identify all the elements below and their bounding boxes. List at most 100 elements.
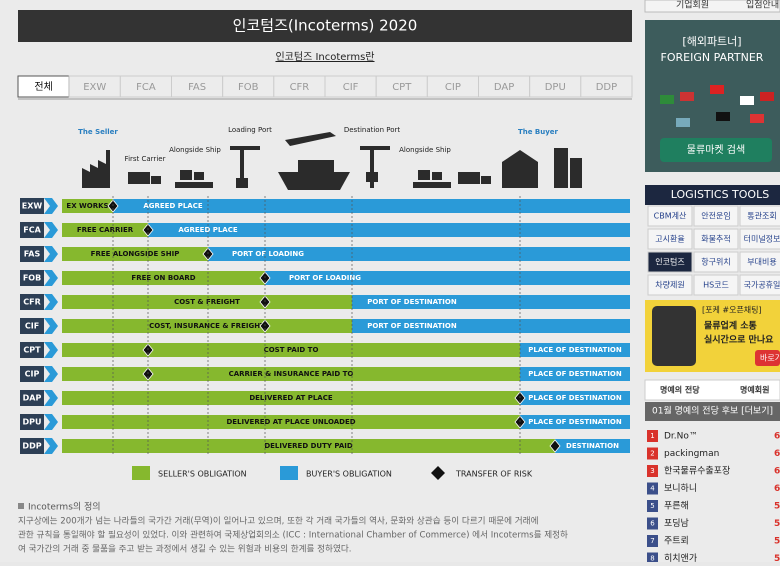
tool-label[interactable]: 국가공휴일 (744, 281, 780, 290)
tool-button[interactable] (647, 205, 693, 227)
tab-label[interactable]: CPT (392, 82, 412, 93)
tool-button[interactable] (739, 251, 780, 273)
seller-bar (62, 415, 520, 429)
code-label: CIP (25, 370, 40, 379)
tool-button[interactable] (739, 274, 780, 296)
code-arrow (44, 318, 58, 334)
tab-label[interactable]: CIF (343, 82, 359, 93)
tools-header-bg (645, 185, 780, 205)
tool-button[interactable] (739, 228, 780, 250)
buyer-bar (265, 271, 630, 285)
rank-name[interactable]: 보니하니 (664, 483, 697, 494)
tool-button[interactable] (647, 274, 693, 296)
buyer-bar (148, 223, 630, 237)
legend-swatch (431, 466, 445, 480)
buyer-label: PLACE OF DESTINATION (528, 370, 622, 378)
rank-number: 7 (650, 537, 654, 545)
tool-button[interactable] (693, 251, 739, 273)
seller-label: COST, INSURANCE & FREIGHT (149, 322, 265, 330)
banner-button[interactable]: 물류마켓 검색 (687, 144, 745, 156)
rank-badge (647, 447, 658, 460)
seller-bar (62, 199, 113, 213)
rank-name[interactable]: 히치앤가 (664, 552, 697, 564)
legend-swatch (280, 466, 298, 480)
tool-button[interactable] (693, 205, 739, 227)
tool-label[interactable]: 부대비용 (747, 258, 776, 267)
tool-button[interactable] (647, 228, 693, 250)
code-arrow (44, 390, 58, 406)
seller-label: DELIVERED AT PLACE UNLOADED (226, 418, 355, 426)
tool-label[interactable]: 터미널정보 (744, 234, 780, 244)
tab-label[interactable]: FOB (238, 82, 259, 93)
tool-label[interactable]: 항구위치 (701, 258, 730, 267)
risk-marker (549, 439, 561, 453)
top-button[interactable]: 입점안내 (746, 0, 779, 11)
banner-tag: [해외파트너] (682, 34, 741, 48)
title-bar (18, 10, 632, 42)
tab-label[interactable]: FAS (188, 82, 206, 93)
tab[interactable] (580, 75, 633, 98)
tab-label[interactable]: DAP (494, 82, 514, 93)
rank-score: 5 (774, 554, 780, 562)
stage-label: First Carrier (125, 155, 166, 163)
tool-label[interactable]: 인코텀즈 (655, 257, 684, 267)
honor-header: 01월 명예의 전당 후보 [더보기] (652, 405, 773, 417)
tab-label[interactable]: FCA (136, 82, 156, 93)
code-box (20, 318, 44, 334)
rank-score: 5 (774, 519, 780, 529)
code-arrow (44, 222, 58, 238)
rank-badge (647, 552, 658, 565)
honor-tab[interactable]: 명예의 전당 (660, 385, 700, 395)
rank-name[interactable]: 주트뢰 (664, 536, 689, 547)
buyer-label: PLACE OF DESTINATION (528, 394, 622, 402)
seller-bar (62, 439, 555, 453)
tool-label[interactable]: 차량제원 (655, 280, 684, 290)
flags (660, 85, 774, 127)
banner-button-bg[interactable] (660, 138, 772, 162)
tool-label[interactable]: 화물추적 (701, 234, 730, 244)
honor-tab[interactable]: 명예회원 (740, 385, 769, 395)
buyer-label: PLACE OF DESTINATION (528, 418, 622, 426)
stage-label: The Buyer (518, 128, 559, 136)
tool-label[interactable]: 안전운임 (701, 211, 730, 221)
ad-button[interactable]: 바로가기 (760, 353, 780, 363)
code-box (20, 414, 44, 430)
ad-line: 물류업계 소통 (704, 320, 757, 332)
seller-bar (62, 391, 520, 405)
buyer-label: PORT OF DESTINATION (367, 298, 457, 306)
ad-tag: [포케 #오픈채팅] (702, 305, 762, 315)
tab-label[interactable]: 전체 (34, 81, 52, 93)
tab-label[interactable]: DDP (596, 82, 617, 93)
tool-button[interactable] (693, 228, 739, 250)
intro-link[interactable]: 인코텀즈 Incoterms란 (275, 51, 374, 63)
seller-bar (62, 343, 520, 357)
tab-label[interactable]: CIP (445, 82, 461, 93)
tool-label[interactable]: 통관조회 (747, 211, 776, 221)
honor-header-bg (645, 402, 780, 421)
tool-label[interactable]: 고시환율 (655, 234, 684, 244)
rank-name[interactable]: packingman (664, 449, 719, 459)
tool-button[interactable] (647, 251, 693, 273)
tab-label[interactable]: EXW (83, 82, 106, 93)
seller-label: FREE ON BOARD (131, 274, 195, 282)
top-button[interactable]: 기업회원 (676, 0, 709, 11)
tool-button[interactable] (739, 205, 780, 227)
rank-name[interactable]: Dr.No™ (664, 432, 698, 442)
definition-text: 여 국가간의 거래 중 물품을 주고 받는 과정에서 생길 수 있는 위험과 비… (18, 543, 352, 555)
tool-label[interactable]: HS코드 (703, 281, 729, 290)
seller-bar (62, 295, 352, 309)
tool-button[interactable] (693, 274, 739, 296)
legend-label: BUYER'S OBLIGATION (306, 470, 392, 479)
tab-label[interactable]: DPU (545, 82, 566, 93)
rank-name[interactable]: 포딩남 (664, 518, 689, 529)
rank-score: 6 (774, 432, 780, 442)
definition-text: 관한 규칙을 통일해야 할 필요성이 있었다. 이와 관련하여 국제상업회의소 … (18, 529, 568, 541)
tool-label[interactable]: CBM계산 (654, 211, 687, 221)
code-label: CIF (25, 322, 39, 331)
rank-name[interactable]: 한국물류수출포장 (664, 466, 730, 477)
code-box (20, 270, 44, 286)
rank-name[interactable]: 푸른해 (664, 501, 689, 512)
tab-label[interactable]: CFR (290, 82, 310, 93)
rank-score: 6 (774, 449, 780, 459)
ad-button-bg[interactable] (755, 350, 780, 366)
